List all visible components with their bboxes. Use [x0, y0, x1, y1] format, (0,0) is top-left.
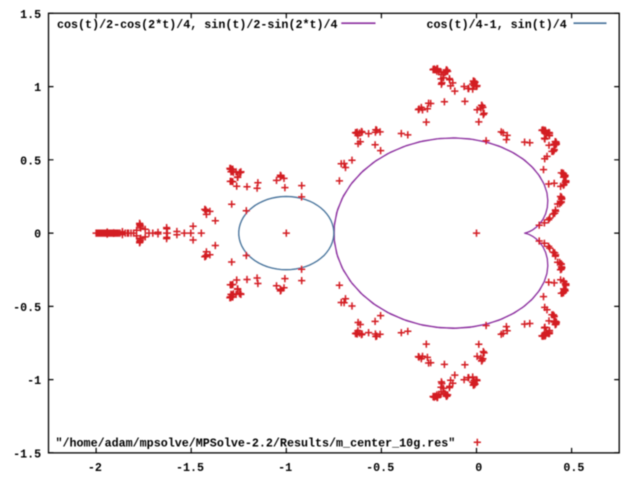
svg-text:0: 0	[34, 228, 41, 242]
svg-text:1.5: 1.5	[20, 8, 41, 22]
svg-text:0.5: 0.5	[563, 461, 584, 475]
svg-text:-1: -1	[27, 374, 41, 388]
svg-text:cos(t)/4-1, sin(t)/4: cos(t)/4-1, sin(t)/4	[427, 18, 567, 32]
svg-text:0.5: 0.5	[20, 154, 41, 168]
svg-text:-1: -1	[278, 461, 292, 475]
svg-text:-1.5: -1.5	[176, 461, 204, 475]
svg-text:1: 1	[34, 81, 41, 95]
svg-text:"/home/adam/mpsolve/MPSolve-2.: "/home/adam/mpsolve/MPSolve-2.2/Results/…	[56, 437, 456, 451]
svg-text:-0.5: -0.5	[366, 461, 394, 475]
svg-text:-1.5: -1.5	[13, 447, 41, 461]
svg-text:0: 0	[475, 461, 482, 475]
svg-text:cos(t)/2-cos(2*t)/4, sin(t)/2-: cos(t)/2-cos(2*t)/4, sin(t)/2-sin(2*t)/4	[57, 18, 338, 32]
svg-text:-0.5: -0.5	[13, 301, 41, 315]
svg-text:-2: -2	[88, 461, 102, 475]
